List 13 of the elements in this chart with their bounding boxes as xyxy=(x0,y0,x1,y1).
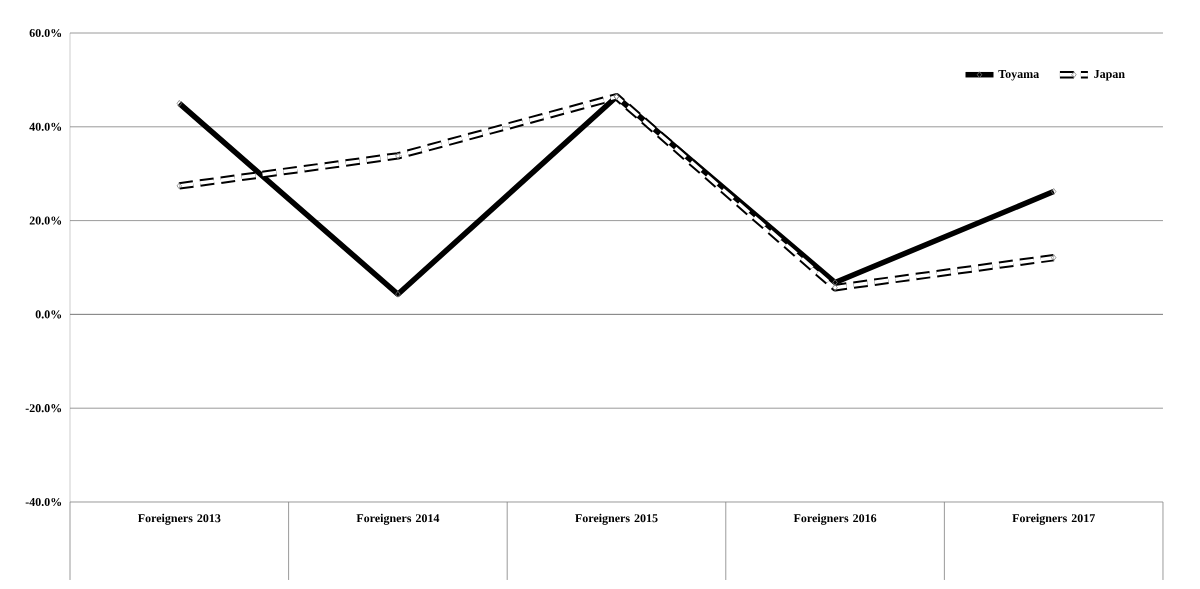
y-tick-label: 0.0% xyxy=(35,310,62,319)
x-tick-label: Foreigners 2015 xyxy=(575,513,658,525)
legend-label: Toyama xyxy=(998,70,1039,81)
y-tick-label: -40.0% xyxy=(25,497,62,507)
y-tick-label: 20.0% xyxy=(29,216,62,225)
x-tick-label: Foreigners 2013 xyxy=(137,513,221,525)
x-tick-label: Foreigners 2014 xyxy=(356,513,440,525)
x-tick-label: Foreigners 2017 xyxy=(1012,513,1095,525)
legend-label: Japan xyxy=(1094,70,1125,81)
y-tick-label: -20.0% xyxy=(25,404,62,413)
y-tick-label: 40.0% xyxy=(29,122,62,131)
x-tick-label: Foreigners 2016 xyxy=(793,513,877,525)
y-tick-label: 60.0% xyxy=(29,28,62,38)
